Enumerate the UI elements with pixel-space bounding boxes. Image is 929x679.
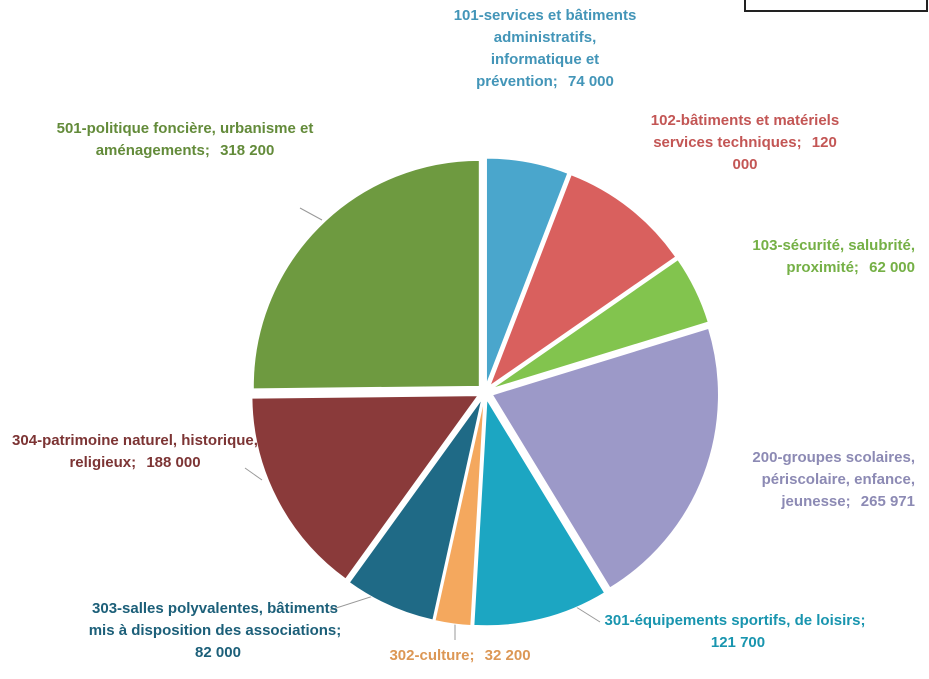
slice-label: 101-services et bâtiments administratifs… (450, 5, 640, 93)
value-label: 120 000 (732, 134, 837, 173)
pie-slice (252, 159, 480, 390)
value-label: 188 000 (146, 454, 201, 471)
frame-box (744, 0, 928, 12)
category-label: 101-services et bâtiments administratifs… (453, 7, 637, 90)
slice-label: 200-groupes scolaires, périscolaire, enf… (700, 447, 915, 513)
category-label: 102-bâtiments et matériels services tech… (650, 112, 840, 151)
value-label: 318 200 (220, 142, 275, 159)
category-label: 103-sécurité, salubrité, proximité; (752, 237, 915, 276)
pie-slice (473, 398, 606, 627)
pie-slice (491, 327, 719, 589)
slice-label: 103-sécurité, salubrité, proximité; 62 0… (690, 235, 915, 279)
slice-label: 302-culture; 32 200 (360, 645, 560, 667)
slice-label: 301-équipements sportifs, de loisirs; 12… (600, 610, 870, 654)
value-label: 121 700 (710, 634, 766, 651)
slice-label: 303-salles polyvalentes, bâtiments mis à… (80, 598, 350, 664)
category-label: 501-politique foncière, urbanisme et amé… (56, 120, 314, 159)
pie-slice (348, 399, 483, 621)
category-label: 304-patrimoine naturel, historique, reli… (12, 432, 258, 471)
pie-slice (251, 395, 479, 580)
slice-label: 304-patrimoine naturel, historique, reli… (0, 430, 270, 474)
category-label: 200-groupes scolaires, périscolaire, enf… (752, 449, 915, 510)
value-label: 265 971 (860, 493, 915, 510)
value-label: 32 200 (484, 647, 531, 664)
slice-label: 102-bâtiments et matériels services tech… (640, 110, 850, 176)
category-label: 302-culture; (389, 647, 475, 664)
category-label: 303-salles polyvalentes, bâtiments mis à… (88, 600, 342, 639)
slice-label: 501-politique foncière, urbanisme et amé… (50, 118, 320, 162)
value-label: 74 000 (567, 73, 614, 90)
pie-slice (434, 399, 485, 627)
pie-slice (488, 174, 677, 388)
value-label: 62 000 (869, 259, 915, 276)
pie-slice (491, 258, 709, 389)
category-label: 301-équipements sportifs, de loisirs; (604, 612, 866, 629)
value-label: 82 000 (195, 644, 241, 661)
pie-slice (485, 157, 569, 385)
